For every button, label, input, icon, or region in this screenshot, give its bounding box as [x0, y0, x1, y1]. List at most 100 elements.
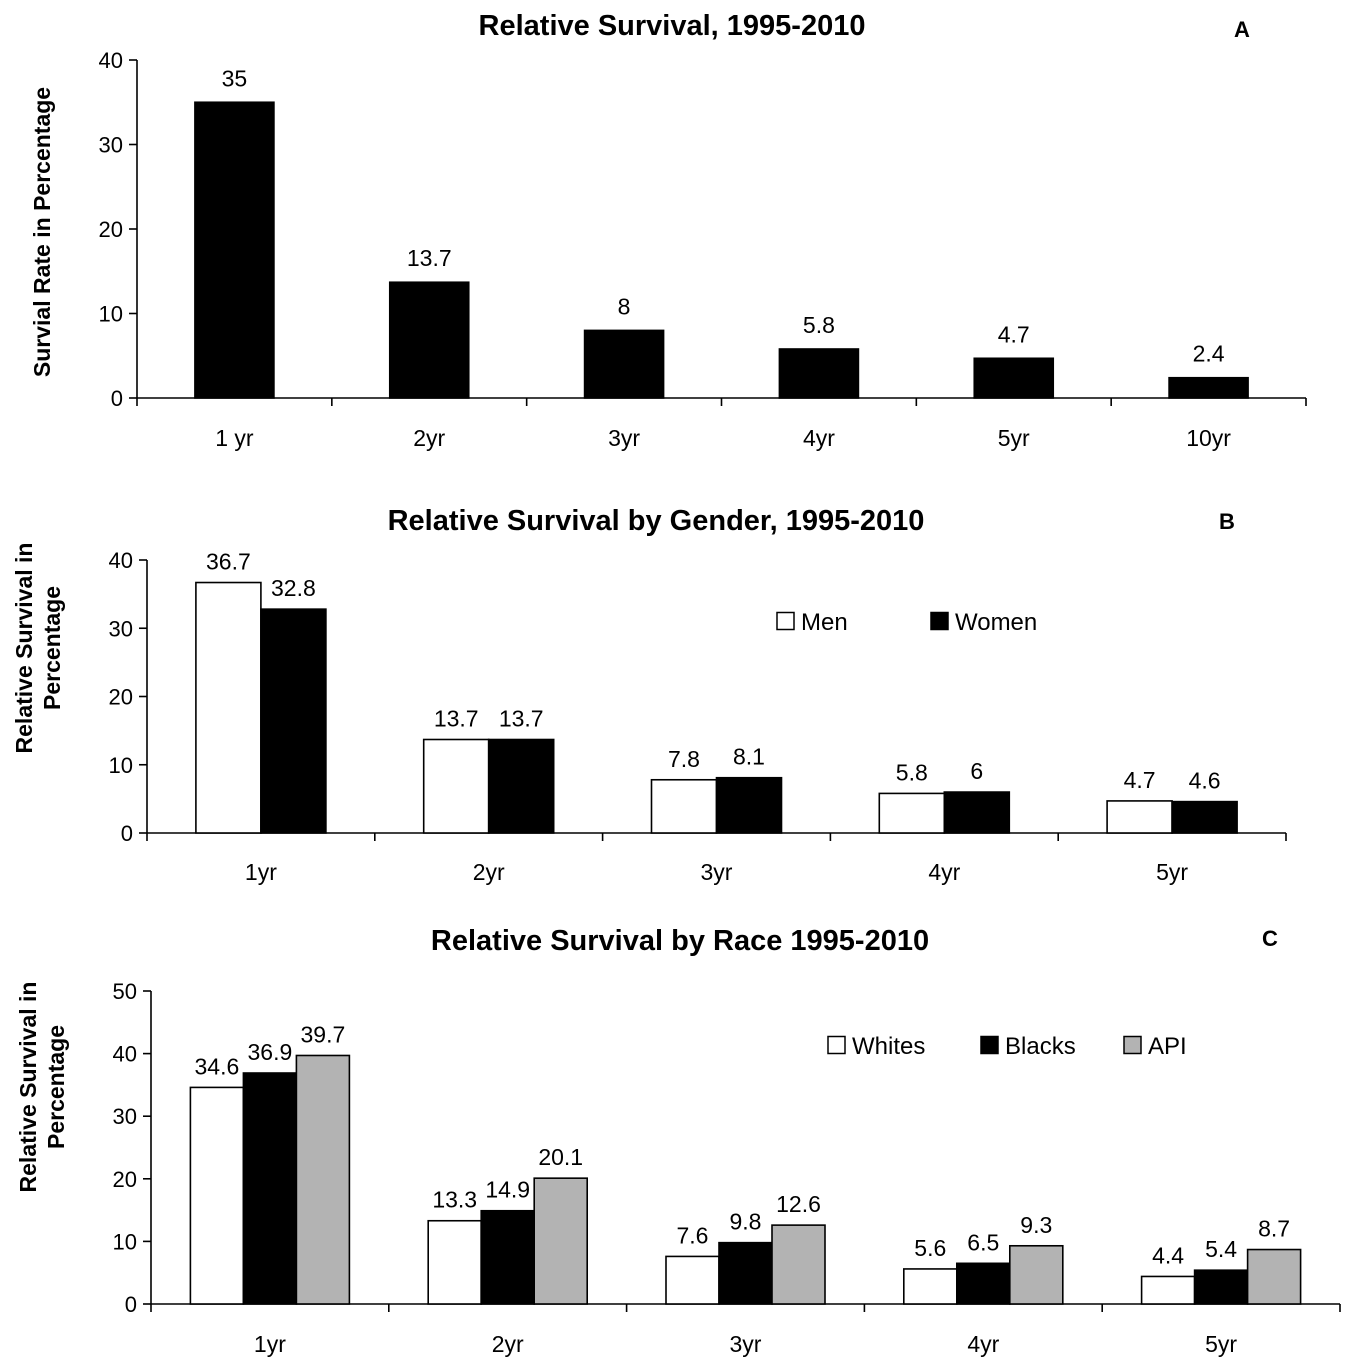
data-label: 7.8 [668, 746, 700, 772]
bar [943, 791, 1011, 834]
bar [902, 1268, 958, 1305]
bar [194, 101, 275, 399]
data-label: 36.7 [206, 549, 251, 575]
bar [718, 1241, 773, 1305]
chart-title: Relative Survival by Race 1995-2010 [431, 925, 929, 957]
y-tick-label: 40 [113, 1042, 137, 1067]
y-tick-label: 0 [111, 386, 123, 411]
bar [260, 608, 327, 834]
bar [1193, 1269, 1249, 1305]
x-tick-label: 1yr [254, 1331, 286, 1357]
bar [1106, 800, 1173, 834]
data-label: 4.4 [1152, 1242, 1184, 1268]
data-label: 12.6 [776, 1191, 821, 1217]
x-tick-label: 5yr [998, 425, 1030, 451]
legend-entry: Blacks [1005, 1033, 1076, 1060]
x-tick-label: 4yr [928, 859, 960, 885]
data-label: 6 [970, 758, 983, 784]
y-axis-label-line: Relative Survival in [15, 982, 41, 1193]
data-label: 4.7 [1124, 767, 1156, 793]
bar [715, 776, 783, 834]
y-tick-label: 30 [99, 133, 123, 158]
data-label: 6.5 [967, 1229, 999, 1255]
y-tick-label: 20 [113, 1167, 137, 1192]
legend-swatch [980, 1035, 999, 1055]
x-tick-label: 5yr [1205, 1331, 1237, 1357]
data-label: 36.9 [248, 1039, 293, 1065]
legend-swatch [930, 611, 949, 631]
bar [533, 1177, 589, 1305]
x-tick-label: 5yr [1156, 859, 1188, 885]
chart-panel-c: Relative Survival by Race 1995-2010 C Rela… [15, 925, 1341, 1357]
data-label: 32.8 [271, 575, 316, 601]
y-axis-label-line: Percentage [39, 586, 65, 710]
x-tick-label: 3yr [730, 1331, 762, 1357]
legend-swatch [776, 611, 795, 631]
chart-title: Relative Survival by Gender, 1995-2010 [388, 505, 925, 537]
x-tick-label: 2yr [413, 425, 445, 451]
y-tick-label: 50 [113, 979, 137, 1004]
data-label: 13.7 [499, 705, 544, 731]
y-axis-label-line: Survial Rate in Percentage [29, 87, 55, 377]
x-tick-label: 1yr [245, 859, 277, 885]
x-tick-label: 4yr [803, 425, 835, 451]
bar [1246, 1248, 1302, 1305]
chart-panel-b: Relative Survival by Gender, 1995-2010 B R… [11, 505, 1287, 885]
bar [1008, 1244, 1064, 1305]
data-label: 5.8 [803, 312, 835, 338]
y-tick-label: 20 [109, 685, 133, 710]
bar [242, 1072, 298, 1305]
data-label: 13.7 [407, 245, 452, 271]
data-label: 4.6 [1189, 768, 1221, 794]
bar [771, 1224, 826, 1305]
bar [955, 1262, 1011, 1305]
data-label: 5.6 [914, 1235, 946, 1261]
data-label: 8.1 [733, 744, 765, 770]
x-tick-label: 4yr [967, 1331, 999, 1357]
data-label: 13.7 [434, 705, 479, 731]
y-axis-label-line: Percentage [43, 1025, 69, 1149]
panel-label: C [1262, 926, 1278, 951]
legend-entry: Whites [852, 1033, 925, 1060]
panel-label: B [1219, 509, 1235, 534]
data-label: 8 [618, 293, 631, 319]
bar [778, 348, 860, 399]
x-tick-label: 1 yr [215, 425, 254, 451]
bar [189, 1086, 245, 1305]
bar [878, 792, 946, 834]
y-axis-label-line: Relative Survival in [11, 543, 37, 754]
bar [422, 738, 490, 834]
data-label: 9.8 [730, 1209, 762, 1235]
bar [1168, 376, 1249, 399]
x-tick-label: 2yr [492, 1331, 524, 1357]
bar [295, 1054, 351, 1305]
data-label: 5.4 [1205, 1236, 1237, 1262]
y-tick-label: 20 [99, 217, 123, 242]
bar [973, 357, 1055, 399]
y-tick-label: 10 [113, 1229, 137, 1254]
bar [650, 778, 718, 834]
panel-label: A [1234, 17, 1250, 42]
data-label: 14.9 [485, 1177, 530, 1203]
y-axis-label: Survial Rate in Percentage [29, 87, 55, 377]
y-tick-label: 40 [109, 548, 133, 573]
data-label: 20.1 [538, 1144, 583, 1170]
bar [1171, 800, 1238, 834]
bar [487, 738, 555, 834]
bar [583, 329, 665, 399]
data-label: 39.7 [301, 1021, 346, 1047]
data-label: 8.7 [1258, 1216, 1290, 1242]
x-tick-label: 3yr [701, 859, 733, 885]
legend-swatch [827, 1035, 846, 1055]
y-tick-label: 30 [113, 1104, 137, 1129]
x-tick-label: 3yr [608, 425, 640, 451]
bar [665, 1255, 720, 1305]
data-label: 4.7 [998, 321, 1030, 347]
data-label: 5.8 [896, 759, 928, 785]
y-tick-label: 0 [125, 1292, 137, 1317]
bar [480, 1209, 536, 1305]
bar [388, 281, 470, 399]
data-label: 34.6 [195, 1053, 240, 1079]
chart-panel-a: Relative Survival, 1995-2010 A Survial Rat… [29, 10, 1307, 451]
y-tick-label: 10 [109, 753, 133, 778]
